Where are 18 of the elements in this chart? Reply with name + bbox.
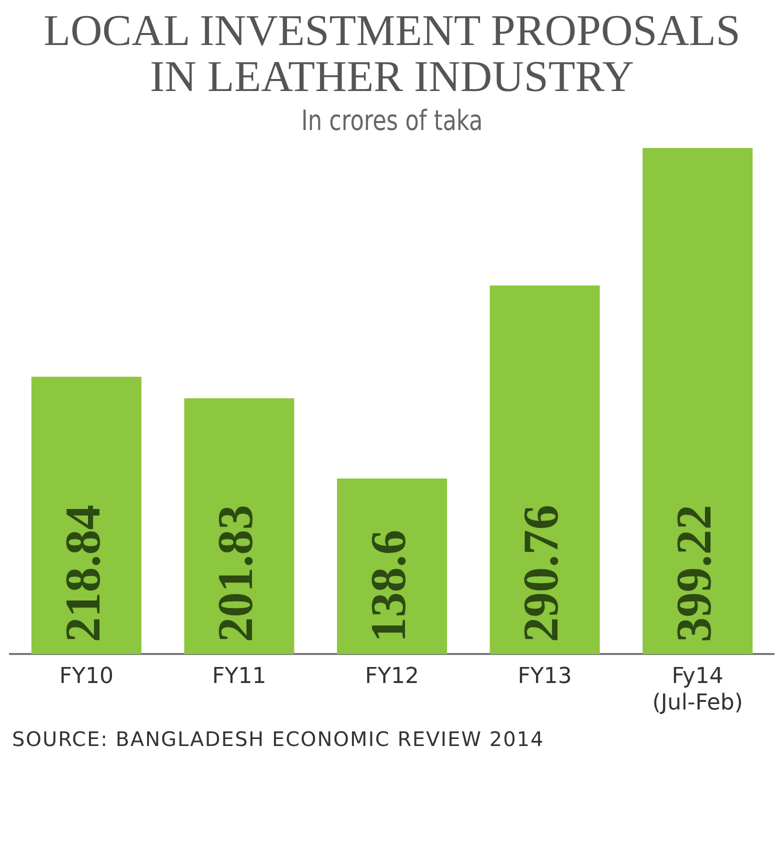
bar xyxy=(31,376,142,654)
data-label: 290.76 xyxy=(512,504,569,642)
data-label: 138.6 xyxy=(360,530,416,642)
data-label: 201.83 xyxy=(207,504,264,642)
data-label: 399.22 xyxy=(666,504,722,642)
bar xyxy=(184,398,294,654)
bar xyxy=(642,148,753,654)
chart-title: LOCAL INVESTMENT PROPOSALS IN LEATHER INDUSTRY xyxy=(42,6,742,101)
bar xyxy=(490,286,600,654)
bar xyxy=(336,478,448,654)
x-tick-label: Fy14 (Jul-Feb) xyxy=(652,664,743,716)
chart-subtitle: In crores of taka xyxy=(300,104,484,137)
x-tick-label: FY11 xyxy=(212,664,266,690)
data-label: 218.84 xyxy=(54,504,110,642)
x-tick-label: FY13 xyxy=(518,664,572,690)
x-tick-label: FY12 xyxy=(364,664,420,690)
x-tick-label: FY10 xyxy=(59,664,114,690)
source-note: SOURCE: BANGLADESH ECONOMIC REVIEW 2014 xyxy=(12,727,546,751)
